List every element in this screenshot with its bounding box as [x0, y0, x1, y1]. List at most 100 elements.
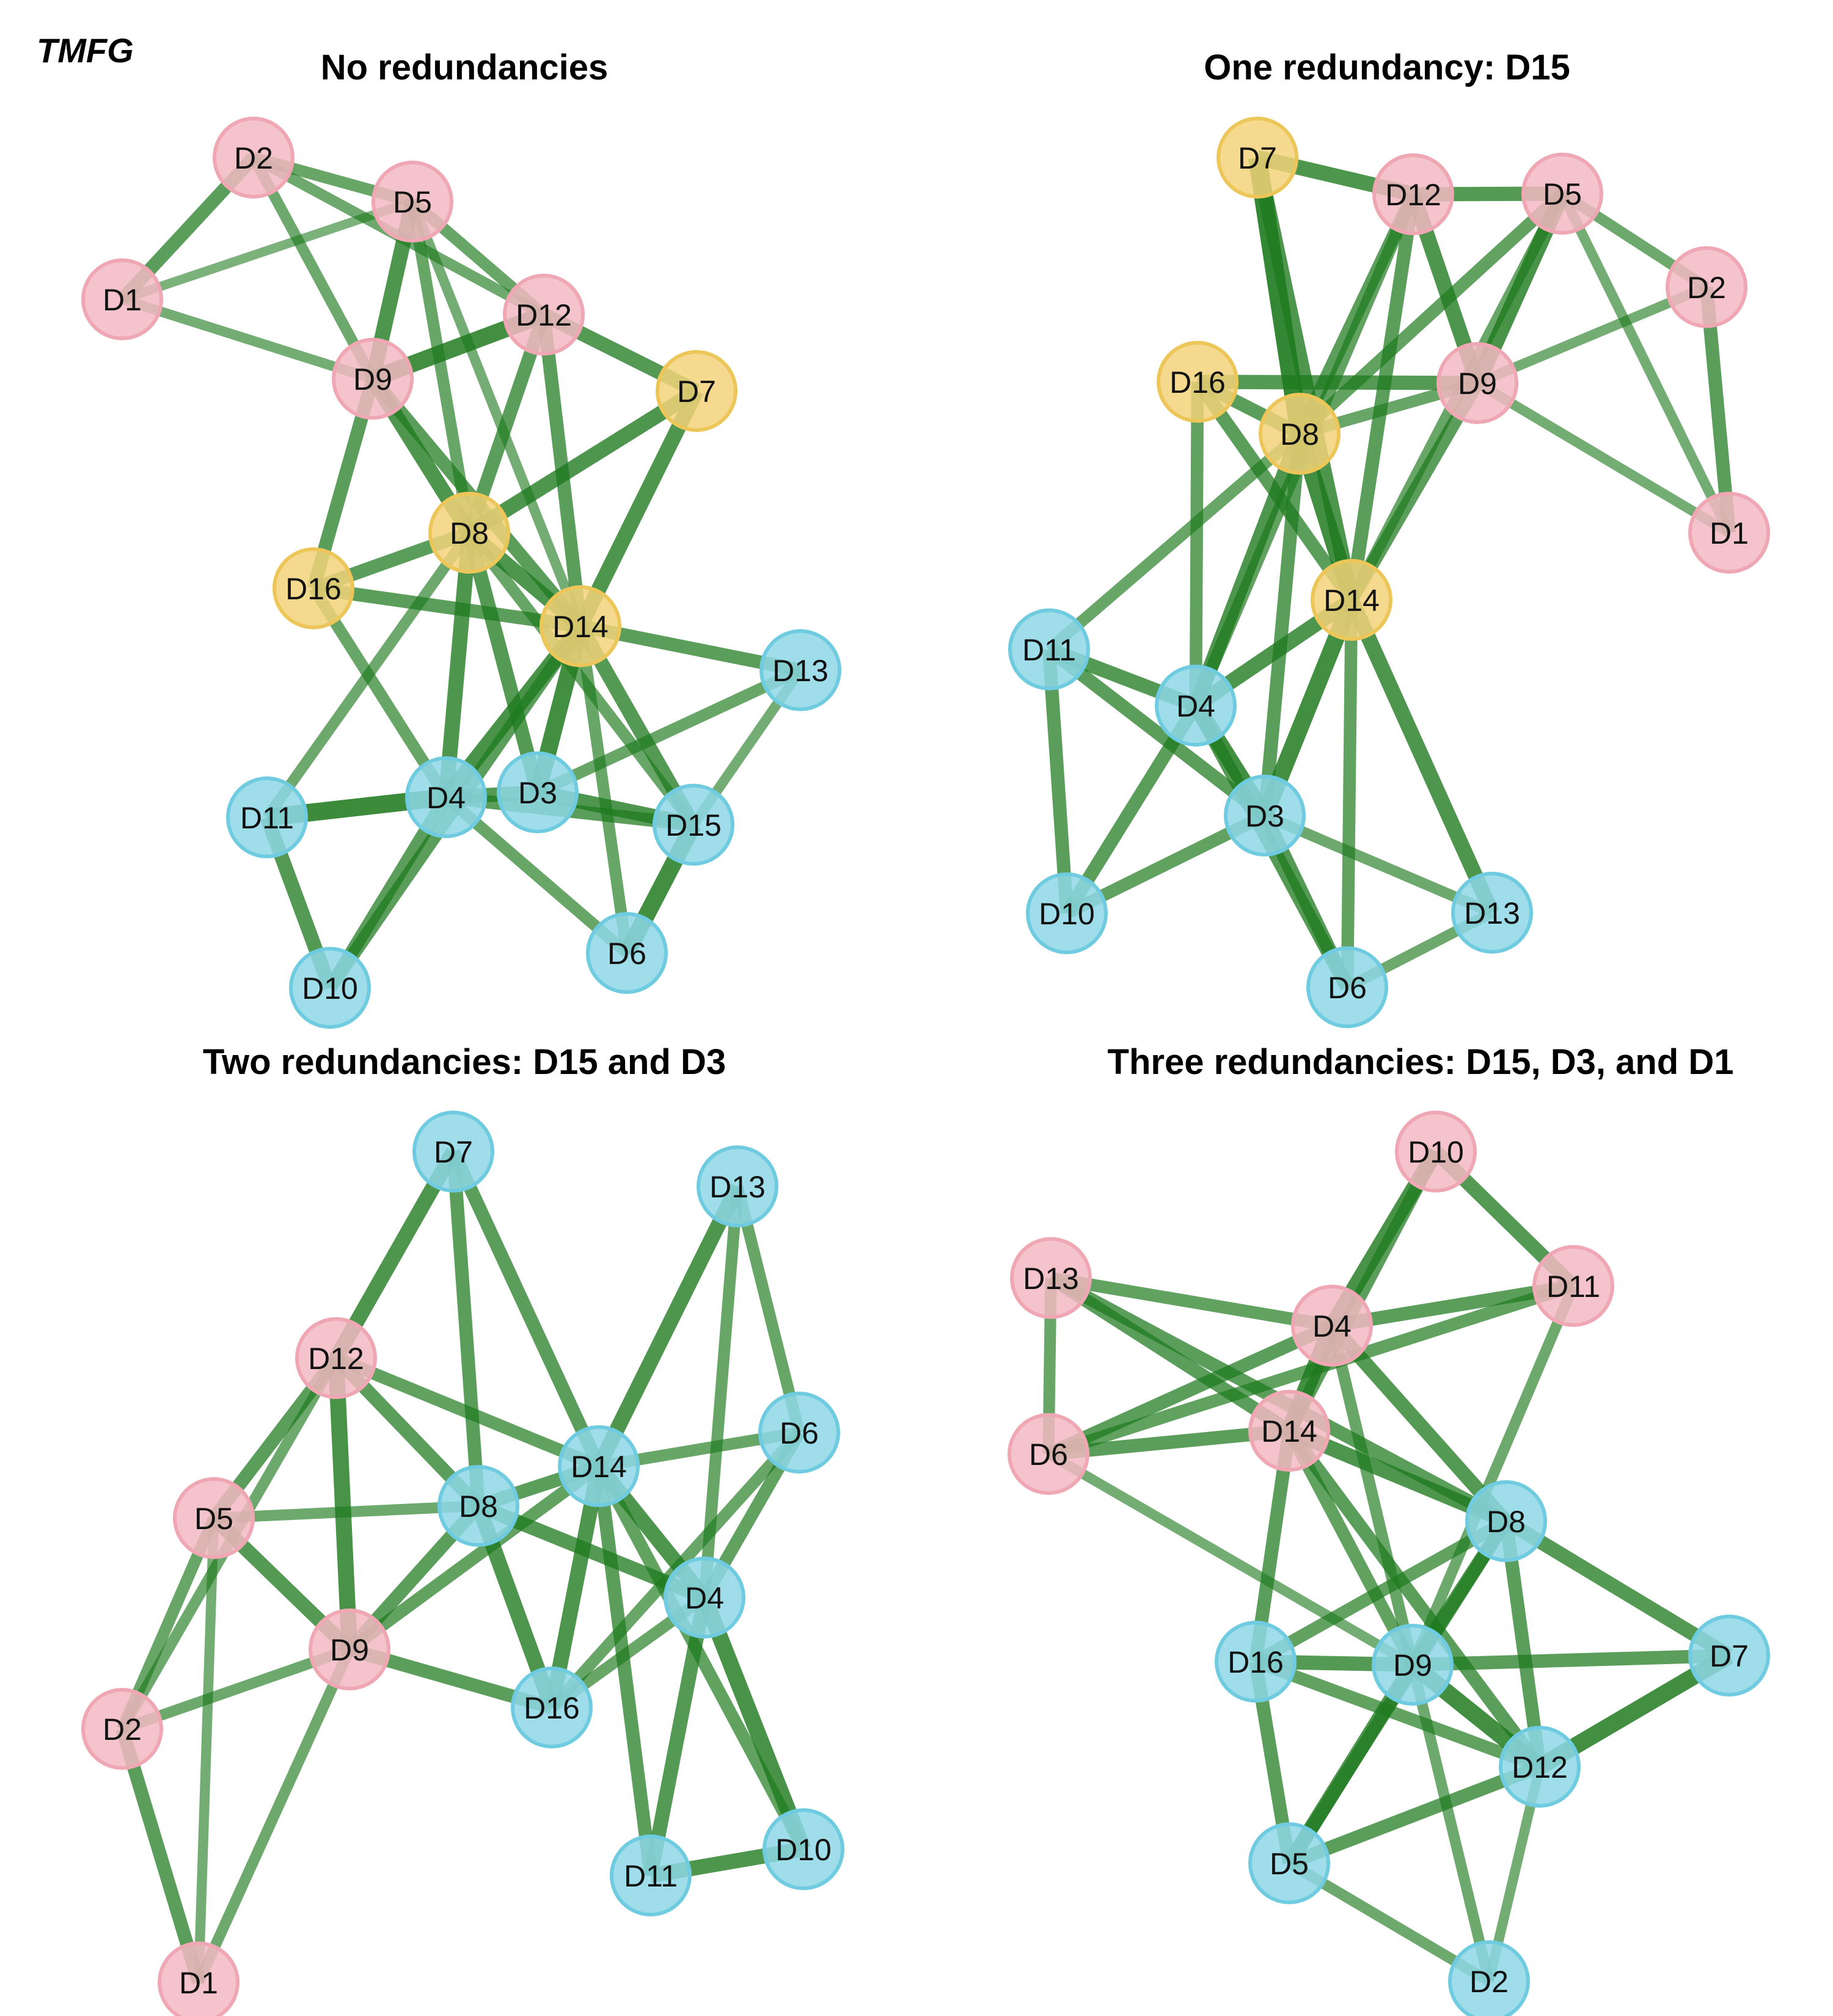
node-D7: D7 [656, 350, 737, 432]
node-circle [1248, 1390, 1330, 1472]
node-D11: D11 [226, 776, 308, 858]
node-label: D16 [1227, 1645, 1284, 1679]
edge-D14-D9 [345, 1461, 603, 1655]
node-circle [1224, 775, 1306, 856]
node-circle [664, 1557, 745, 1638]
node-D7: D7 [1688, 1615, 1770, 1696]
edge-D9-D1 [193, 1647, 355, 1985]
node-D1: D1 [158, 1941, 240, 2016]
node-D10: D10 [763, 1808, 844, 1890]
node-D6: D6 [1008, 1413, 1089, 1495]
edge-D4-D6 [1045, 1319, 1335, 1461]
node-circle [1451, 872, 1533, 954]
node-label: D8 [450, 516, 489, 550]
node-D10: D10 [289, 947, 371, 1029]
network-panel-1: No redundancies D1 D2 D5 D9 D12 D7 D8 D16 D14 D13 D… [81, 48, 841, 1029]
edge-D13-D14 [591, 1183, 745, 1470]
edge-D7-D14 [573, 387, 704, 630]
node-circle [1026, 872, 1108, 954]
edge-D14-D6 [1341, 599, 1358, 988]
node-D8: D8 [1259, 393, 1341, 475]
node-D5: D5 [1248, 1822, 1330, 1904]
edge-D11-D9 [1407, 1284, 1579, 1667]
node-label: D3 [1245, 799, 1284, 833]
edge-D2-D9 [1475, 282, 1709, 388]
node-D4: D4 [1291, 1285, 1373, 1367]
edge-D8-D11 [1045, 429, 1304, 654]
node-D12: D12 [295, 1317, 377, 1399]
node-circle [1532, 1245, 1614, 1327]
node-D4: D4 [405, 756, 487, 838]
node-circle [1291, 1285, 1373, 1367]
node-label: D11 [624, 1859, 678, 1893]
node-circle [1395, 1111, 1477, 1192]
node-circle [1008, 1413, 1089, 1495]
node-circle [1521, 153, 1603, 235]
node-circle [1688, 492, 1770, 574]
edge-D12-D14 [1345, 193, 1420, 601]
node-D12: D12 [1499, 1726, 1581, 1808]
node-circle [1666, 246, 1747, 328]
node-label: D13 [772, 654, 829, 688]
node-circle [759, 629, 841, 711]
edge-D2-D9 [249, 155, 378, 382]
node-D9: D9 [1372, 1624, 1454, 1706]
node-label: D8 [1280, 417, 1319, 451]
node-label: D14 [1323, 583, 1380, 618]
node-D11: D11 [1532, 1245, 1614, 1327]
node-label: D14 [552, 610, 609, 644]
node-label: D1 [179, 1966, 218, 2000]
node-circle [1688, 1615, 1770, 1696]
network-panel-3: Two redundancies: D15 and D3 D7 D13 D12 D6 D1… [81, 1042, 844, 2016]
node-label: D6 [1328, 971, 1367, 1005]
edge-D5-D14 [408, 199, 585, 629]
edge-D14-D6 [574, 625, 633, 954]
node-label: D11 [1022, 633, 1076, 667]
edge-D11-D3 [1045, 644, 1269, 821]
node-D16: D16 [1215, 1621, 1297, 1703]
node-label: D11 [240, 801, 294, 835]
node-D8: D8 [1465, 1480, 1547, 1562]
node-label: D7 [677, 374, 716, 409]
node-label: D11 [1546, 1269, 1600, 1304]
node-D2: D2 [81, 1688, 163, 1770]
node-D14: D14 [1248, 1390, 1330, 1472]
node-D8: D8 [428, 492, 510, 574]
edge-D5-D1 [193, 1517, 219, 1983]
node-label: D14 [1261, 1414, 1317, 1448]
edge-D9-D16 [1197, 374, 1478, 390]
node-circle [1217, 117, 1298, 199]
edge-D14-D9 [1283, 1428, 1419, 1668]
node-label: D10 [1408, 1135, 1464, 1169]
node-circle [653, 784, 734, 866]
node-D12: D12 [1372, 153, 1454, 235]
edge-D12-D5 [1287, 1760, 1542, 1870]
node-circle [309, 1609, 390, 1690]
node-circle [558, 1425, 640, 1507]
node-label: D6 [1029, 1437, 1068, 1472]
node-label: D10 [302, 971, 358, 1006]
edge-D8-D4 [438, 531, 477, 798]
node-label: D12 [1385, 178, 1441, 212]
edge-D14-D13 [1344, 596, 1499, 916]
node-label: D16 [285, 572, 342, 606]
edge-D2-D1 [115, 1726, 205, 1985]
node-circle [1436, 342, 1518, 424]
edge-D7-D14 [447, 1149, 605, 1469]
node-label: D9 [353, 362, 392, 396]
node-label: D2 [103, 1712, 142, 1747]
edge-D2-D1 [1700, 286, 1736, 534]
node-label: D7 [434, 1135, 473, 1169]
node-label: D12 [308, 1342, 364, 1376]
node-D11: D11 [1008, 608, 1090, 690]
network-panel-2: One redundancy: D15 D7 D12 D5 D2 D16 D9 D8 D1 D14… [1008, 48, 1770, 1028]
node-label: D13 [1023, 1262, 1079, 1296]
node-circle [1311, 559, 1392, 641]
node-circle [437, 1465, 519, 1547]
node-circle [226, 776, 308, 858]
edge-D11-D10 [1042, 649, 1074, 914]
node-D16: D16 [511, 1667, 593, 1748]
node-label: D2 [234, 141, 273, 175]
corner-label: TMFG [37, 31, 134, 70]
panel-title: No redundancies [321, 48, 609, 87]
